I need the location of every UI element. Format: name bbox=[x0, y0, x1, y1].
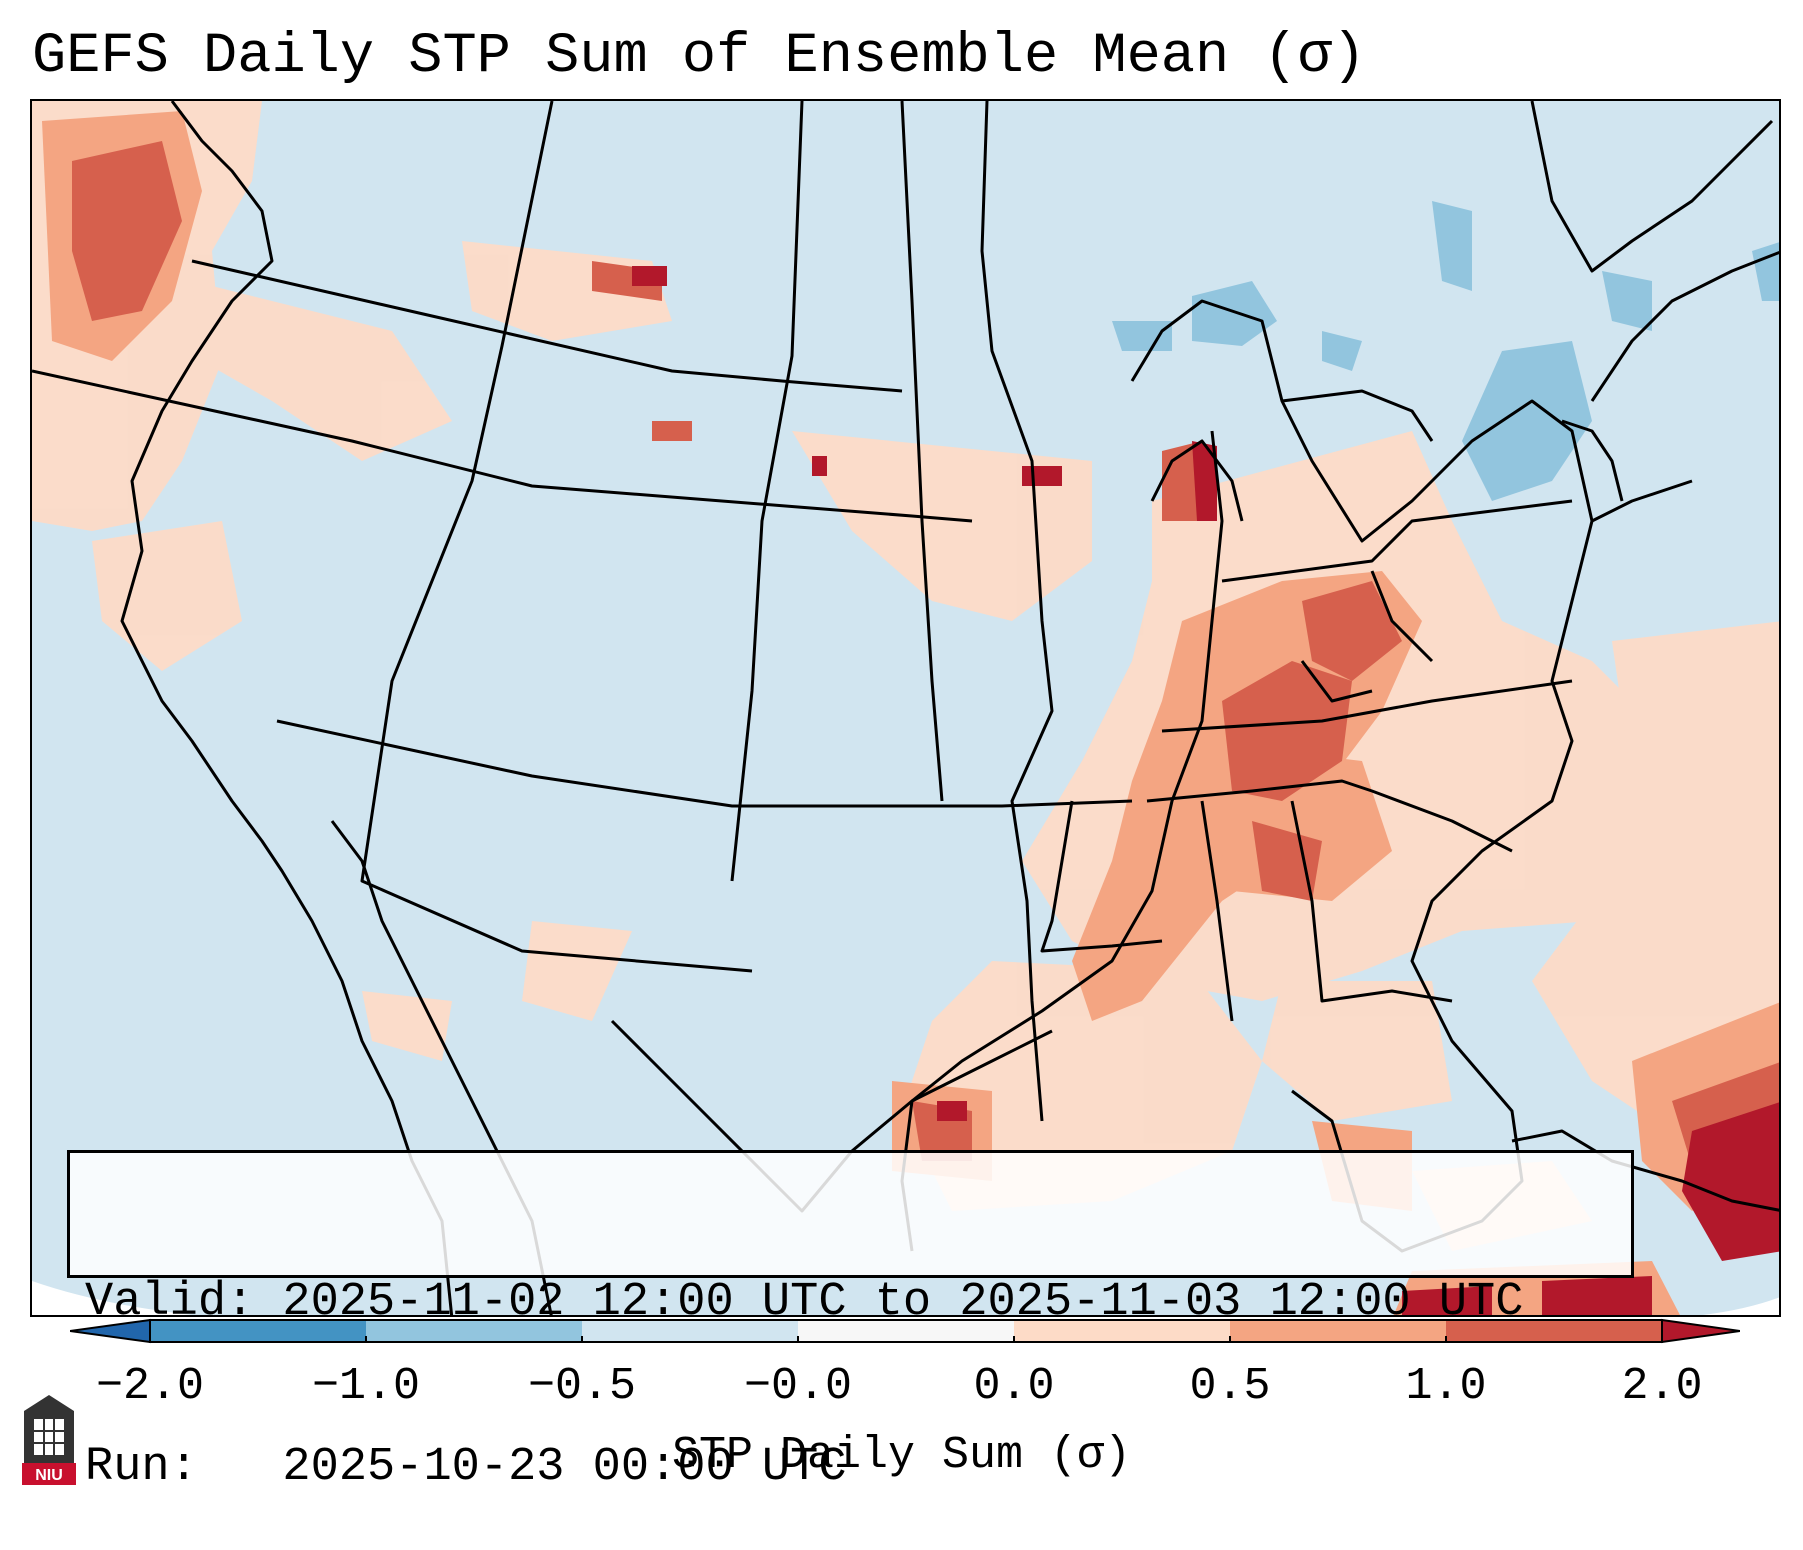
colorbar-label: STP Daily Sum (σ) bbox=[671, 1430, 1132, 1481]
colorbar-tick-label: −0.5 bbox=[527, 1361, 637, 1412]
valid-run-info-box: Valid: 2025-11-02 12:00 UTC to 2025-11-0… bbox=[67, 1150, 1634, 1494]
colorbar-tick-label: 1.0 bbox=[1405, 1361, 1487, 1412]
colorbar-segment-4 bbox=[798, 1320, 1014, 1342]
colorbar-tick-label: −2.0 bbox=[95, 1361, 205, 1412]
colorbar-extend-low bbox=[70, 1318, 151, 1344]
colorbar-tick-label: −0.0 bbox=[743, 1361, 853, 1412]
colorbar-segment-7 bbox=[1446, 1320, 1662, 1342]
colorbar-extend-high bbox=[1661, 1318, 1740, 1344]
plot-title: GEFS Daily STP Sum of Ensemble Mean (σ) bbox=[32, 25, 1367, 89]
colorbar-tick-label: 0.5 bbox=[1189, 1361, 1271, 1412]
anomaly-negative bbox=[1112, 201, 1779, 501]
anomaly-positive-max bbox=[632, 266, 1779, 1315]
colorbar bbox=[70, 1318, 1740, 1344]
colorbar-segment-6 bbox=[1230, 1320, 1446, 1342]
run-time-text: Run: 2025-10-23 00:00 UTC bbox=[85, 1441, 847, 1494]
niu-logo: NIU bbox=[22, 1395, 76, 1485]
niu-logo-text: NIU bbox=[35, 1467, 63, 1484]
colorbar-segment-3 bbox=[582, 1320, 798, 1342]
colorbar-tick-label: 0.0 bbox=[973, 1361, 1055, 1412]
colorbar-segment-2 bbox=[366, 1320, 582, 1342]
map-svg bbox=[32, 101, 1779, 1315]
colorbar-tick-label: 2.0 bbox=[1621, 1361, 1703, 1412]
map-panel[interactable] bbox=[30, 99, 1781, 1317]
colorbar-segment-5 bbox=[1014, 1320, 1230, 1342]
colorbar-tick-label: −1.0 bbox=[311, 1361, 421, 1412]
colorbar-segment-1 bbox=[150, 1320, 366, 1342]
